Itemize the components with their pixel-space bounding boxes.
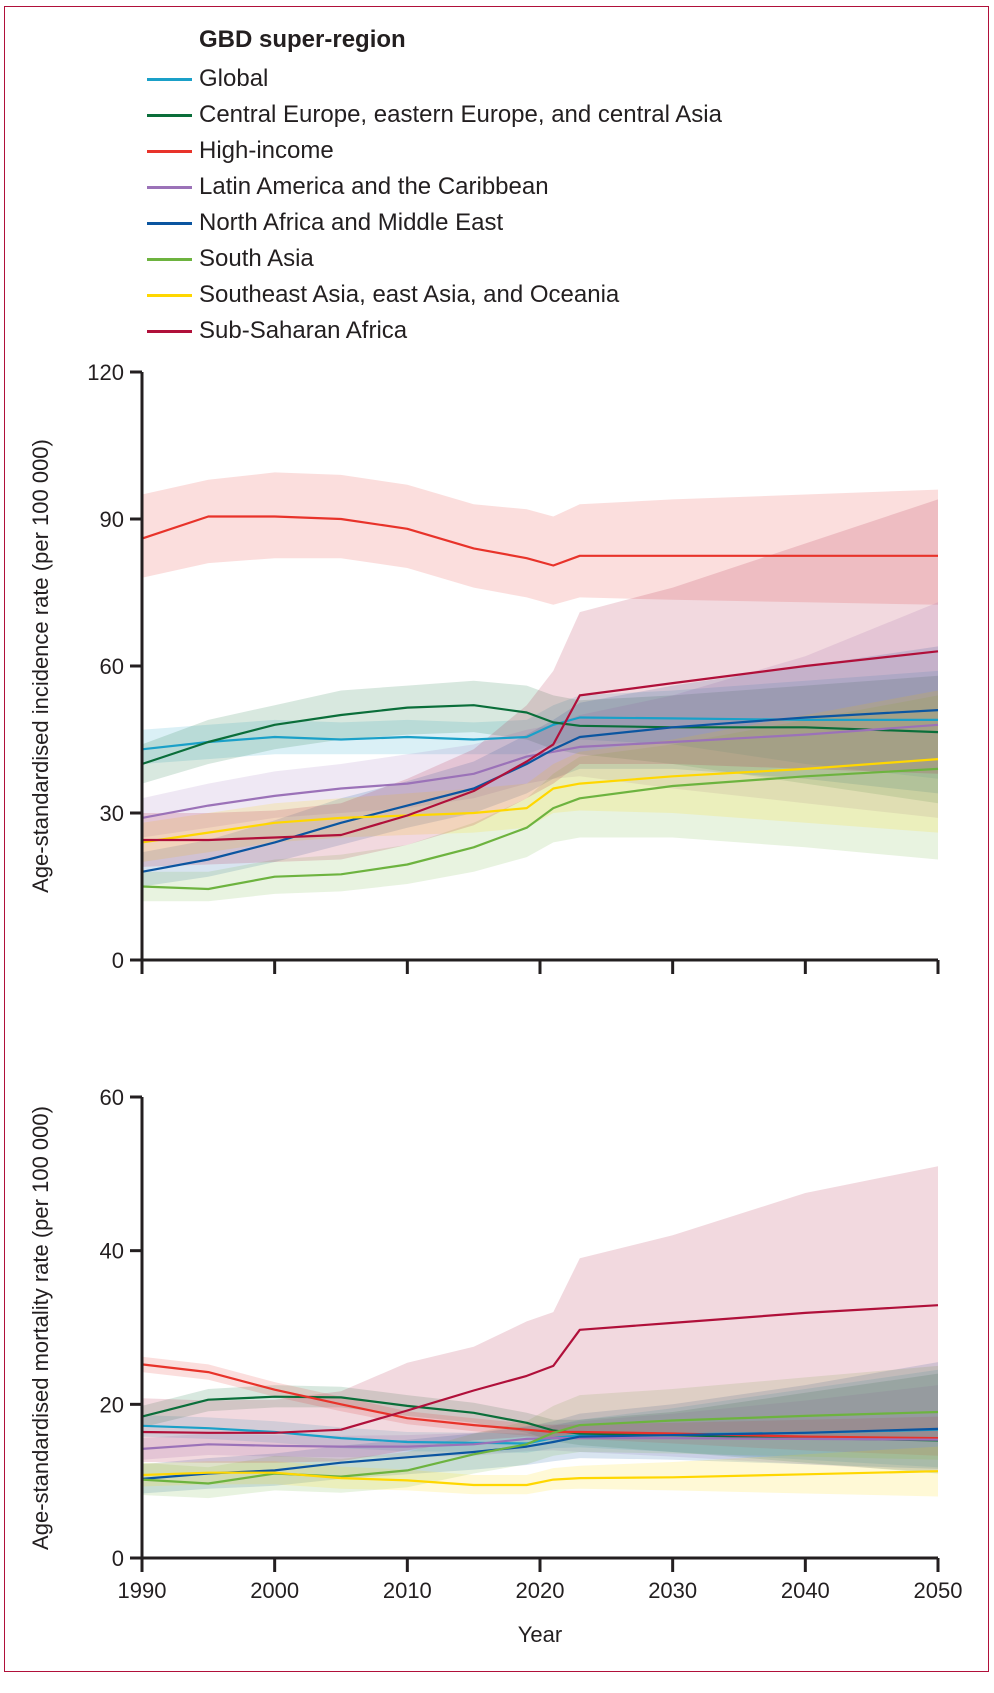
uncertainty-band (142, 670, 938, 779)
x-tick-label: 1990 (118, 1578, 167, 1603)
x-tick-label: 2010 (383, 1578, 432, 1603)
x-tick-label: 2050 (914, 1578, 963, 1603)
uncertainty-bands (142, 472, 938, 902)
y-tick-label: 20 (100, 1392, 124, 1417)
series-line (141, 1410, 939, 1485)
uncertainty-band (142, 1362, 938, 1494)
legend-label: Sub-Saharan Africa (199, 317, 408, 344)
y-tick-label: 120 (87, 360, 124, 385)
incidence-chart: 0 30 60 90 120 Age-standardised incidence rat… (28, 360, 940, 974)
uncertainty-band (142, 499, 938, 867)
uncertainty-band (142, 1166, 938, 1463)
series-lines (141, 1304, 939, 1487)
series-line (141, 723, 939, 819)
legend-label: Global (199, 65, 269, 92)
uncertainty-band (142, 675, 938, 804)
series-line (141, 515, 938, 567)
uncertainty-band (142, 1446, 938, 1497)
x-tick-label: 2040 (781, 1578, 830, 1603)
series-line (141, 1436, 939, 1450)
uncertainty-band (142, 690, 938, 862)
legend-swatch (147, 258, 192, 261)
series-lines (141, 515, 939, 891)
legend-swatch (147, 150, 192, 153)
legend-label: Central Europe, eastern Europe, and cent… (199, 101, 722, 128)
legend-swatch (147, 294, 192, 297)
axes: 0 30 60 90 120 Age-standardised incidence rat… (28, 360, 940, 974)
x-axis-title: Year (518, 1622, 562, 1647)
uncertainty-band (142, 1356, 938, 1456)
series-line (141, 758, 939, 844)
series-line (141, 1470, 939, 1487)
legend-swatch (147, 114, 192, 117)
y-axis-title: Age-standardised incidence rate (per 100… (28, 439, 53, 893)
legend-swatch (147, 186, 192, 189)
uncertainty-band (142, 1369, 938, 1468)
uncertainty-band (142, 646, 938, 887)
legend-label: North Africa and Middle East (199, 209, 504, 236)
x-tick-label: 2000 (250, 1578, 299, 1603)
figure-frame (4, 6, 989, 1672)
y-tick-label: 0 (112, 948, 124, 973)
series-line (142, 650, 939, 842)
series-line (141, 704, 939, 766)
legend-title: GBD super-region (199, 26, 406, 53)
uncertainty-bands (142, 1166, 938, 1499)
legend-label: South Asia (199, 245, 314, 272)
y-axis-title: Age-standardised mortality rate (per 100… (28, 1106, 53, 1550)
uncertainty-band (142, 1365, 938, 1499)
legend-swatch (147, 222, 192, 225)
series-line (141, 767, 939, 891)
y-tick-label: 40 (100, 1239, 124, 1264)
y-tick-label: 60 (100, 654, 124, 679)
uncertainty-band (142, 1385, 938, 1472)
uncertainty-band (142, 472, 938, 605)
legend-label: High-income (199, 137, 334, 164)
y-tick-label: 30 (100, 801, 124, 826)
legend-label: Latin America and the Caribbean (199, 173, 549, 200)
series-line (141, 1304, 939, 1434)
y-tick-label: 0 (112, 1546, 124, 1571)
x-tick-label: 2020 (516, 1578, 565, 1603)
x-tick-label: 2030 (648, 1578, 697, 1603)
y-tick-label: 90 (100, 507, 124, 532)
legend-swatch (147, 78, 192, 81)
series-line (141, 716, 938, 751)
y-tick-label: 60 (100, 1085, 124, 1110)
legend-label: Southeast Asia, east Asia, and Oceania (199, 281, 620, 308)
uncertainty-band (142, 1373, 938, 1474)
legend-swatch (147, 330, 192, 333)
uncertainty-band (142, 602, 938, 838)
